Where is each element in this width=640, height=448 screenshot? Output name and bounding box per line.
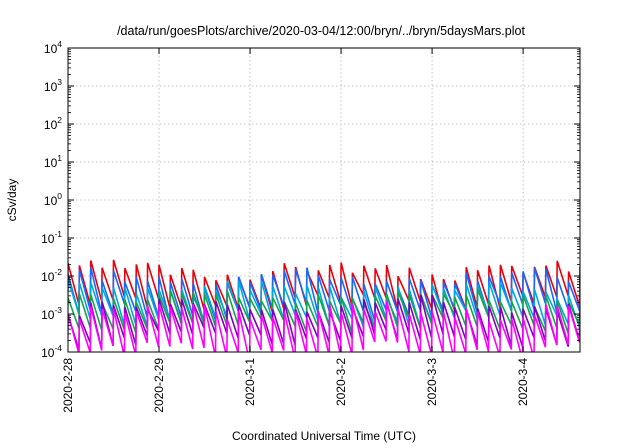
x-tick-label: 2020-3-4 <box>516 358 530 406</box>
x-tick-label: 2020-2-28 <box>61 358 75 413</box>
chart-title: /data/run/goesPlots/archive/2020-03-04/1… <box>117 24 525 38</box>
y-tick-label: 101 <box>44 153 62 170</box>
y-tick-label: 102 <box>44 115 62 132</box>
x-tick-label: 2020-3-3 <box>425 358 439 406</box>
x-tick-label: 2020-3-1 <box>243 358 257 406</box>
series-line <box>68 300 580 352</box>
y-tick-label: 100 <box>44 191 62 208</box>
y-axis-label: cSv/day <box>5 179 19 222</box>
y-tick-label: 10-2 <box>41 267 62 284</box>
x-tick-label: 2020-2-29 <box>152 358 166 413</box>
y-tick-label: 10-3 <box>41 305 62 322</box>
x-tick-label: 2020-3-2 <box>334 358 348 406</box>
y-tick-label: 10-4 <box>41 343 62 360</box>
y-tick-label: 104 <box>44 39 62 56</box>
y-tick-label: 103 <box>44 77 62 94</box>
y-tick-label: 10-1 <box>41 229 62 246</box>
x-axis-label: Coordinated Universal Time (UTC) <box>232 429 416 443</box>
